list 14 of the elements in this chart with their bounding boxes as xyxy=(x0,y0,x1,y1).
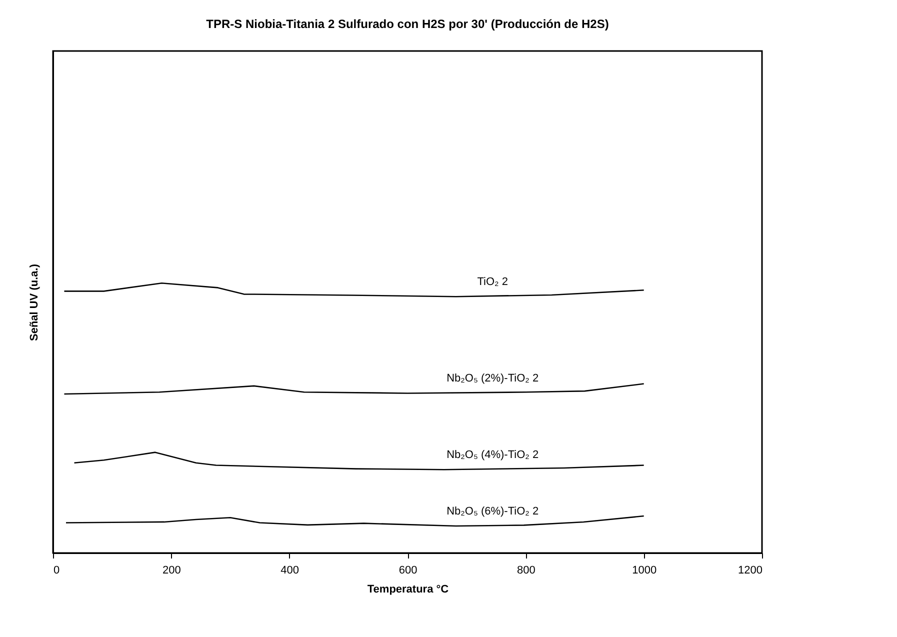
x-axis-title: Temperatura °C xyxy=(367,584,449,596)
series-label: Nb₂O₅ (6%)-TiO₂ 2 xyxy=(446,506,539,518)
series-label: Nb₂O₅ (2%)-TiO₂ 2 xyxy=(446,372,539,384)
x-tick-label: 200 xyxy=(162,564,181,576)
x-tick-label: 400 xyxy=(280,564,300,576)
x-tick-label: 600 xyxy=(398,564,418,576)
x-tick-label: 1000 xyxy=(632,564,657,576)
y-axis-title: Señal UV (u.a.) xyxy=(28,264,40,342)
x-tick-label: 800 xyxy=(516,564,536,576)
chart-title: TPR-S Niobia-Titania 2 Sulfurado con H2S por 30' (Producción de H2S) xyxy=(206,17,609,31)
x-tick-label: 0 xyxy=(54,564,60,576)
series-label: Nb₂O₅ (4%)-TiO₂ 2 xyxy=(446,448,539,461)
x-tick-label: 1200 xyxy=(738,564,762,576)
series-label: TiO₂ 2 xyxy=(477,276,508,288)
